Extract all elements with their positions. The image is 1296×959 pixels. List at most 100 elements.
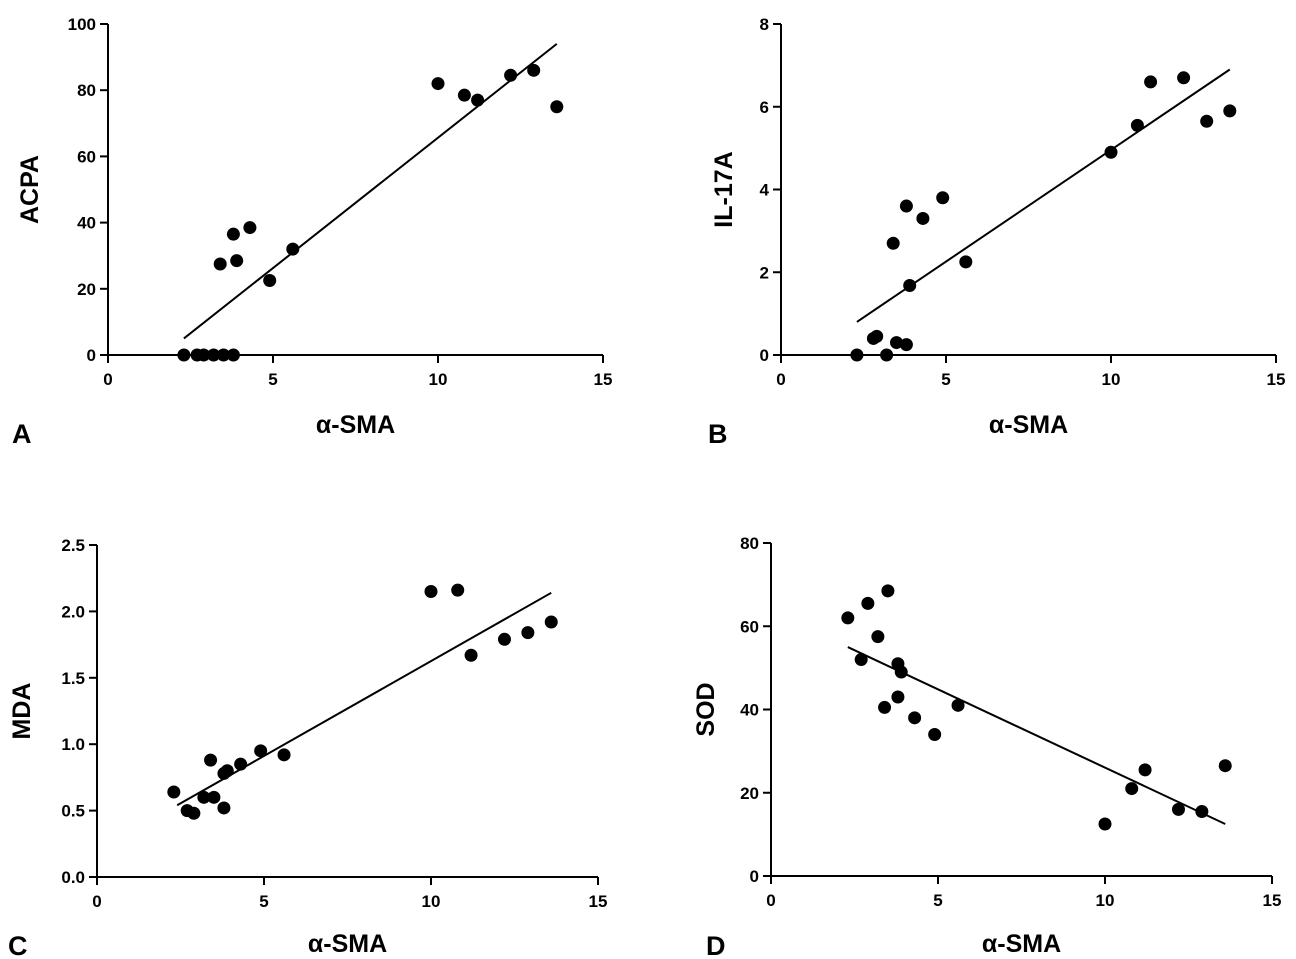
panel-b: 0 5 10 15 0 2 4 6 8 IL-17A α-SMA B	[708, 15, 1285, 449]
data-point	[895, 666, 908, 679]
x-tick-label: 10	[1102, 370, 1121, 389]
y-tick-label: 1.0	[61, 735, 85, 754]
data-point	[880, 349, 893, 362]
y-axis-title: SOD	[692, 682, 720, 736]
data-point	[855, 653, 868, 666]
data-point	[1125, 782, 1138, 795]
data-point	[1195, 805, 1208, 818]
y-tick-label: 20	[740, 784, 759, 803]
y-tick-label: 4	[760, 181, 770, 200]
data-point	[870, 330, 883, 343]
data-point	[243, 221, 256, 234]
data-point	[167, 786, 180, 799]
data-point	[887, 237, 900, 250]
x-tick-label: 15	[594, 370, 613, 389]
data-point	[471, 94, 484, 107]
x-tick-label: 10	[1096, 891, 1115, 910]
x-tick-label: 0	[92, 892, 101, 911]
data-point	[1172, 803, 1185, 816]
data-point	[903, 279, 916, 292]
panel-a: 0 5 10 15 0 20 40 60 80 100 ACPA α-SMA A	[12, 15, 612, 449]
data-point	[900, 200, 913, 213]
x-tick-label: 5	[933, 891, 942, 910]
data-point	[498, 633, 511, 646]
data-point	[204, 754, 217, 767]
data-point	[214, 257, 227, 270]
data-point	[861, 597, 874, 610]
x-tick-label: 0	[776, 370, 785, 389]
x-axis-title: α-SMA	[982, 930, 1061, 958]
y-tick-label: 6	[760, 98, 769, 117]
data-point	[1219, 759, 1232, 772]
data-point	[871, 630, 884, 643]
data-point	[1099, 817, 1112, 830]
data-point	[451, 584, 464, 597]
data-point	[504, 69, 517, 82]
data-point	[1144, 75, 1157, 88]
x-tick-label: 15	[589, 892, 608, 911]
data-point	[1200, 115, 1213, 128]
data-point	[230, 254, 243, 267]
data-point	[465, 649, 478, 662]
data-point	[1223, 104, 1236, 117]
y-tick-label: 2.5	[61, 536, 85, 555]
data-point	[1139, 763, 1152, 776]
data-point	[881, 584, 894, 597]
y-tick-label: 80	[77, 81, 96, 100]
data-point	[177, 349, 190, 362]
y-tick-label: 2.0	[61, 602, 85, 621]
data-point	[527, 64, 540, 77]
regression-line	[177, 593, 551, 805]
data-point	[916, 212, 929, 225]
data-point	[263, 274, 276, 287]
data-point	[1105, 146, 1118, 159]
data-point	[217, 801, 230, 814]
y-axis-title: MDA	[8, 683, 36, 740]
x-axis-title: α-SMA	[308, 930, 387, 958]
y-tick-label: 1.5	[61, 669, 85, 688]
data-point	[850, 349, 863, 362]
y-tick-label: 40	[740, 701, 759, 720]
y-axis-title: ACPA	[16, 155, 44, 224]
y-tick-label: 80	[740, 534, 759, 553]
panel-letter: D	[706, 931, 726, 959]
y-tick-label: 40	[77, 214, 96, 233]
data-point	[928, 728, 941, 741]
panel-d: 0 5 10 15 0 20 40 60 80 SOD α-SMA D	[692, 534, 1281, 959]
data-point	[545, 616, 558, 629]
y-tick-label: 20	[77, 280, 96, 299]
data-point	[1131, 119, 1144, 132]
data-point	[254, 744, 267, 757]
y-tick-label: 0	[87, 346, 96, 365]
panel-letter: A	[12, 419, 32, 449]
data-point	[900, 338, 913, 351]
x-tick-label: 15	[1263, 891, 1282, 910]
x-tick-label: 0	[103, 370, 112, 389]
data-point	[1177, 71, 1190, 84]
x-axis-title: α-SMA	[316, 411, 395, 439]
data-point	[841, 611, 854, 624]
data-point	[425, 585, 438, 598]
data-point	[234, 758, 247, 771]
data-point	[458, 89, 471, 102]
y-tick-label: 60	[77, 147, 96, 166]
y-tick-label: 0.5	[61, 802, 85, 821]
data-point	[550, 100, 563, 113]
y-axis-title: IL-17A	[710, 151, 738, 227]
x-tick-label: 5	[941, 370, 950, 389]
x-tick-label: 0	[766, 891, 775, 910]
data-point	[521, 626, 534, 639]
x-tick-label: 15	[1267, 370, 1286, 389]
x-axis-title: α-SMA	[989, 411, 1068, 439]
data-point	[432, 77, 445, 90]
regression-line	[184, 44, 557, 339]
data-point	[286, 243, 299, 256]
x-tick-label: 10	[429, 370, 448, 389]
y-tick-label: 100	[68, 15, 96, 34]
data-point	[278, 748, 291, 761]
panel-letter: C	[8, 931, 28, 959]
panel-letter: B	[708, 419, 728, 449]
data-point	[908, 711, 921, 724]
y-tick-label: 0	[750, 867, 759, 886]
